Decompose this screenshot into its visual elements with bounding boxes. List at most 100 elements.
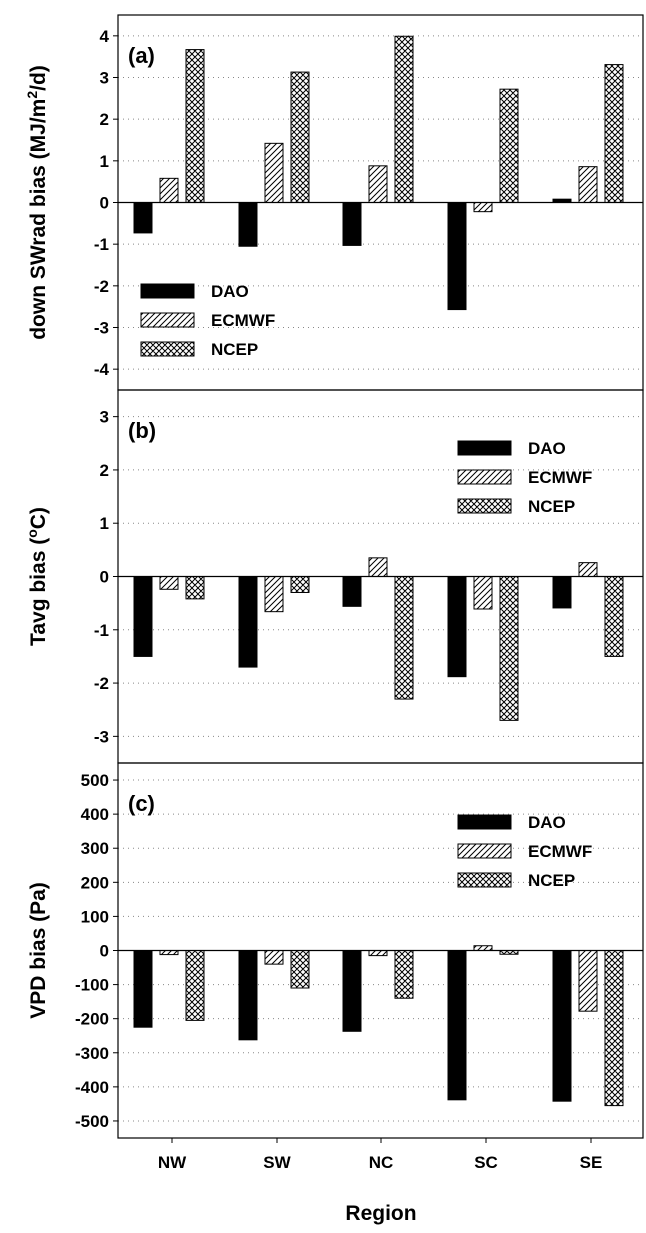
bar-ecmwf-nc [368, 950, 388, 957]
bar-ecmwf-nw [159, 576, 179, 590]
y-tick-label: -4 [94, 360, 110, 379]
legend-label-ncep: NCEP [211, 340, 258, 359]
x-tick-label-nc: NC [369, 1153, 394, 1172]
legend-swatch-dao [140, 283, 195, 299]
bar-dao-sw [238, 576, 258, 668]
panel-label: (b) [128, 418, 156, 443]
y-tick-label: -300 [75, 1044, 109, 1063]
legend-swatch-ecmwf [457, 843, 512, 859]
bar-dao-nw [133, 576, 153, 657]
bar-ncep-nw [185, 950, 205, 1021]
legend-swatch-ecmwf [457, 469, 512, 485]
y-tick-label: -1 [94, 621, 109, 640]
bar-ncep-se [604, 950, 624, 1107]
legend-label-dao: DAO [528, 439, 566, 458]
legend-swatch-ncep [457, 498, 512, 514]
panel-a: -4 -3 -2 -1 0 1 2 3 4 (a) down SWrad bias (MJ/m2/d… [24, 14, 644, 391]
bar-dao-sw [238, 950, 258, 1041]
bar-ecmwf-sc [473, 945, 493, 952]
legend-label-ecmwf: ECMWF [528, 842, 592, 861]
y-tick-label: 3 [100, 69, 109, 88]
bar-ecmwf-se [578, 166, 598, 204]
panel-label: (c) [128, 791, 155, 816]
bar-ncep-sc [499, 576, 519, 721]
y-axis-title: down SWrad bias (MJ/m2/d) [24, 65, 50, 340]
y-tick-label: -200 [75, 1010, 109, 1029]
x-axis-title: Region [345, 1202, 416, 1225]
legend-label-ncep: NCEP [528, 871, 575, 890]
y-tick-label: 1 [100, 514, 109, 533]
bar-ncep-nc [394, 950, 414, 999]
bar-ecmwf-sw [264, 142, 284, 203]
bar-dao-nc [342, 950, 362, 1032]
y-tick-label: 3 [100, 408, 109, 427]
y-tick-label: -3 [94, 319, 109, 338]
y-tick-label: 200 [81, 873, 109, 892]
y-axis-title: VPD bias (Pa) [27, 882, 50, 1019]
y-tick-label: -1 [94, 235, 109, 254]
bar-dao-nw [133, 202, 153, 234]
y-tick-label: 4 [100, 27, 110, 46]
x-tick-label-se: SE [580, 1153, 603, 1172]
bar-dao-se [552, 950, 572, 1102]
y-tick-label: 2 [100, 110, 109, 129]
y-tick-label: 400 [81, 805, 109, 824]
legend-swatch-ncep [140, 341, 195, 357]
legend-label-ecmwf: ECMWF [528, 468, 592, 487]
bar-ecmwf-nc [368, 557, 388, 577]
bar-ecmwf-sc [473, 202, 493, 213]
legend-label-ecmwf: ECMWF [211, 311, 275, 330]
legend-label-dao: DAO [211, 282, 249, 301]
bar-ncep-se [604, 64, 624, 204]
y-tick-label: 500 [81, 771, 109, 790]
x-tick-label-sc: SC [474, 1153, 498, 1172]
x-tick-label-sw: SW [263, 1153, 291, 1172]
bar-ecmwf-se [578, 950, 598, 1012]
y-tick-label: 100 [81, 907, 109, 926]
panel-label: (a) [128, 43, 155, 68]
bar-ncep-sw [290, 576, 310, 593]
legend-swatch-dao [457, 440, 512, 456]
legend-swatch-ncep [457, 872, 512, 888]
bar-ncep-sc [499, 88, 519, 203]
y-tick-label: -2 [94, 674, 109, 693]
bar-dao-sc [447, 202, 467, 311]
y-tick-label: 2 [100, 461, 109, 480]
bar-dao-nc [342, 576, 362, 607]
y-tick-label: -500 [75, 1112, 109, 1131]
bar-ncep-sw [290, 71, 310, 204]
bar-ncep-nc [394, 35, 414, 203]
chart-root: -4 -3 -2 -1 0 1 2 3 4 (a) down SWrad bias (MJ/m2/d… [24, 14, 644, 1172]
y-tick-label: 1 [100, 152, 109, 171]
y-tick-label: -400 [75, 1078, 109, 1097]
bar-dao-se [552, 576, 572, 609]
bar-ncep-nw [185, 49, 205, 204]
legend-label-ncep: NCEP [528, 497, 575, 516]
legend-swatch-dao [457, 814, 512, 830]
bar-ecmwf-nw [159, 177, 179, 203]
y-tick-label: -2 [94, 277, 109, 296]
y-tick-label: 0 [100, 942, 109, 961]
bar-ncep-se [604, 576, 624, 657]
bar-dao-sc [447, 576, 467, 678]
y-tick-label: -100 [75, 976, 109, 995]
y-tick-label: 300 [81, 839, 109, 858]
bar-dao-sw [238, 202, 258, 247]
legend-swatch-ecmwf [140, 312, 195, 328]
panel-b: -3 -2 -1 0 1 2 3 (b) Tavg bias (oC) DAO ECMWF NCEP [24, 389, 644, 764]
bar-ncep-nc [394, 576, 414, 700]
bar-dao-nw [133, 950, 153, 1028]
y-tick-label: -3 [94, 727, 109, 746]
y-tick-label: 0 [100, 194, 109, 213]
x-tick-label-nw: NW [158, 1153, 187, 1172]
bar-ecmwf-sc [473, 576, 493, 610]
legend-label-dao: DAO [528, 813, 566, 832]
bar-dao-sc [447, 950, 467, 1101]
bar-ecmwf-se [578, 562, 598, 577]
y-axis-title: Tavg bias (oC) [24, 507, 50, 646]
bar-ecmwf-nc [368, 165, 388, 203]
bar-ncep-nw [185, 576, 205, 600]
bar-ecmwf-nw [159, 950, 179, 956]
bar-ncep-sw [290, 950, 310, 989]
